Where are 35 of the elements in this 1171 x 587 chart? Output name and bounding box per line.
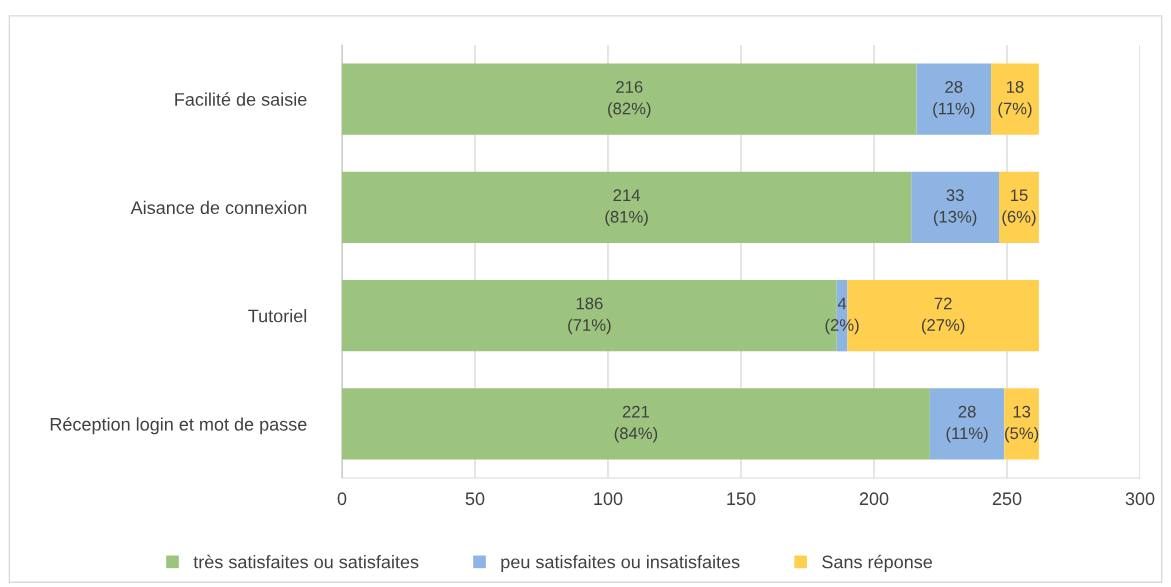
x-tick-label: 250 xyxy=(992,492,1022,506)
data-label: 4 (2%) xyxy=(825,297,859,335)
bar xyxy=(1004,388,1039,460)
bar xyxy=(929,388,1005,460)
bar xyxy=(342,171,912,244)
data-label: 33 (13%) xyxy=(933,189,977,226)
y-tick-label: Facilité de saisie xyxy=(175,92,307,106)
data-label: 15 (6%) xyxy=(1002,189,1036,226)
data-label: 28 (11%) xyxy=(946,405,988,443)
data-label: 221 (84%) xyxy=(614,405,658,443)
y-tick-label: Réception login et mot de passe xyxy=(50,417,307,435)
data-label: 18 (7%) xyxy=(998,81,1032,118)
bar xyxy=(342,388,930,460)
bar xyxy=(999,171,1039,244)
x-tick-label: 200 xyxy=(859,492,889,506)
bar xyxy=(911,171,1000,244)
y-tick-label: Aisance de connexion xyxy=(130,200,307,215)
x-tick-label: 0 xyxy=(337,492,347,506)
y-tick-label: Tutoriel xyxy=(248,309,307,323)
data-label: 28 (11%) xyxy=(933,81,975,118)
legend-label: très satisfaites ou satisfaites xyxy=(193,554,419,569)
legend-label: peu satisfaites ou insatisfaites xyxy=(501,555,740,572)
x-tick-label: 100 xyxy=(594,492,623,506)
data-label: 72 (27%) xyxy=(921,297,965,335)
data-label: 216 (82%) xyxy=(608,81,651,118)
x-tick-label: 50 xyxy=(465,492,485,506)
data-label: 13 (5%) xyxy=(1005,405,1039,443)
bar xyxy=(991,63,1039,135)
data-label: 214 (81%) xyxy=(605,189,648,226)
x-tick-label: 300 xyxy=(1125,492,1155,506)
bar xyxy=(342,63,917,135)
bar xyxy=(916,63,992,135)
legend-label: Sans réponse xyxy=(822,554,932,572)
data-label: 186 (71%) xyxy=(568,297,611,335)
x-tick-label: 150 xyxy=(727,492,756,506)
